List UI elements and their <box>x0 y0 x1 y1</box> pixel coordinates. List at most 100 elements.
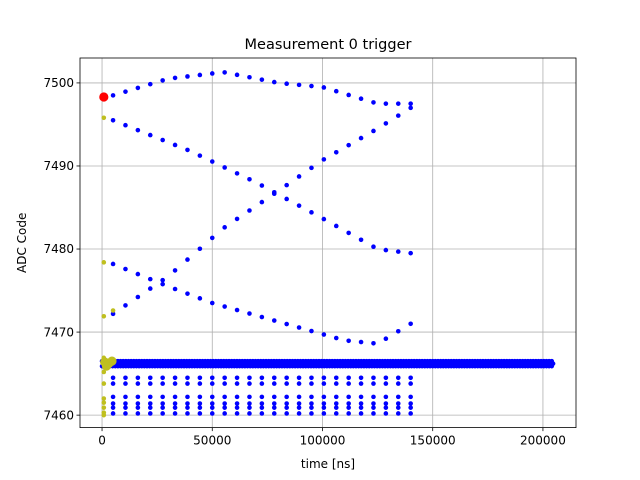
data-point <box>333 375 339 381</box>
data-point <box>172 381 178 386</box>
data-point <box>110 401 116 406</box>
data-point <box>358 411 364 416</box>
data-point <box>160 411 165 416</box>
data-point <box>110 93 116 98</box>
data-point <box>247 311 252 316</box>
data-point <box>395 381 401 386</box>
data-point <box>408 401 413 406</box>
data-point <box>247 208 252 213</box>
data-point <box>383 101 389 106</box>
data-point <box>383 411 389 416</box>
data-point <box>371 128 376 134</box>
data-point <box>358 135 364 141</box>
data-point <box>209 394 215 400</box>
data-point <box>321 394 327 400</box>
data-point <box>101 412 107 418</box>
data-point <box>123 411 128 416</box>
x-tick-label: 200000 <box>520 434 566 448</box>
plot-area <box>79 57 577 429</box>
data-point <box>172 142 178 148</box>
data-point <box>185 411 190 416</box>
data-point <box>172 405 178 410</box>
data-point <box>185 147 190 153</box>
data-points <box>99 70 556 418</box>
data-point <box>147 411 153 416</box>
data-point <box>123 266 128 272</box>
data-point <box>160 137 165 143</box>
data-point <box>371 401 376 406</box>
data-point <box>358 237 364 243</box>
data-point <box>271 318 277 323</box>
data-point <box>135 401 141 406</box>
data-point <box>333 401 339 406</box>
data-point <box>395 328 401 334</box>
data-point <box>346 338 351 344</box>
data-point <box>346 92 351 98</box>
data-point <box>101 396 107 401</box>
data-point <box>197 296 203 301</box>
data-point <box>284 196 289 202</box>
data-point <box>395 101 401 106</box>
data-point <box>101 260 107 265</box>
data-point <box>185 401 190 406</box>
data-point <box>110 394 116 400</box>
data-point <box>296 381 302 386</box>
data-point <box>358 375 364 381</box>
data-point <box>309 210 314 215</box>
data-point <box>296 82 302 88</box>
data-point <box>234 72 240 78</box>
data-point <box>101 115 107 121</box>
data-point <box>371 381 376 386</box>
data-point <box>101 400 107 405</box>
data-point <box>259 314 265 320</box>
y-axis-label: ADC Code <box>15 213 29 273</box>
data-point <box>147 381 153 386</box>
data-point <box>247 411 252 416</box>
data-point <box>395 394 401 400</box>
data-point <box>209 159 215 164</box>
data-point <box>296 405 302 410</box>
data-point <box>358 381 364 386</box>
data-point <box>259 183 265 188</box>
data-point <box>395 249 401 254</box>
data-point <box>247 176 252 182</box>
data-point <box>271 381 277 386</box>
data-point <box>197 375 203 381</box>
data-point <box>358 394 364 400</box>
data-point <box>197 411 203 416</box>
data-point <box>408 105 413 111</box>
data-point <box>383 405 389 410</box>
data-point <box>247 394 252 400</box>
data-point <box>309 165 314 171</box>
data-point <box>383 121 389 126</box>
data-point <box>197 153 203 158</box>
data-point <box>284 401 289 406</box>
data-point <box>296 375 302 381</box>
data-point <box>284 394 289 400</box>
data-point <box>147 132 153 138</box>
data-point <box>234 394 240 400</box>
data-point <box>222 375 227 381</box>
data-point <box>383 336 389 342</box>
data-point <box>135 405 141 410</box>
data-point <box>333 381 339 386</box>
data-point <box>346 401 351 406</box>
data-point <box>123 89 128 94</box>
data-point <box>259 77 265 82</box>
data-point <box>321 85 327 90</box>
data-point <box>296 394 302 400</box>
data-point <box>172 401 178 406</box>
data-point <box>309 401 314 406</box>
data-point <box>209 235 215 241</box>
data-point <box>147 276 153 282</box>
data-point <box>209 405 215 410</box>
data-point <box>110 261 116 267</box>
data-point <box>197 394 203 400</box>
axis-ticks: 0 50000 100000 150000 200000 7460 7470 7480 7490… <box>43 76 565 447</box>
data-point <box>110 375 116 381</box>
data-point <box>234 375 240 381</box>
data-point <box>259 405 265 410</box>
data-point <box>383 375 389 381</box>
data-point <box>147 81 153 87</box>
data-point <box>358 405 364 410</box>
